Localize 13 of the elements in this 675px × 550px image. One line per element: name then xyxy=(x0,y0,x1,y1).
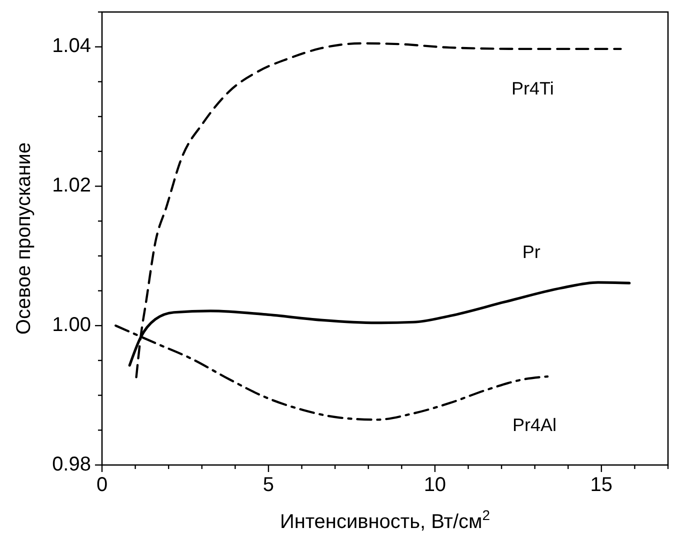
x-axis-title: Интенсивность, Вт/см$^{2}$ xyxy=(280,507,490,533)
series-label: Pr xyxy=(522,242,540,262)
x-tick-label: 15 xyxy=(590,474,613,496)
y-tick-label: 1.04 xyxy=(52,35,91,58)
x-tick-label: 10 xyxy=(424,474,446,496)
x-tick-label: 0 xyxy=(96,474,108,496)
x-tick-label: 5 xyxy=(262,474,274,496)
y-tick-label: 1.00 xyxy=(52,314,91,336)
y-axis-title: Осевое пропускание xyxy=(13,142,35,335)
series-label: Pr4Al xyxy=(512,415,556,436)
y-tick-label: 1.02 xyxy=(52,174,91,197)
y-tick-label: 0.98 xyxy=(52,453,91,476)
series-label: Pr4Ti xyxy=(512,78,554,99)
